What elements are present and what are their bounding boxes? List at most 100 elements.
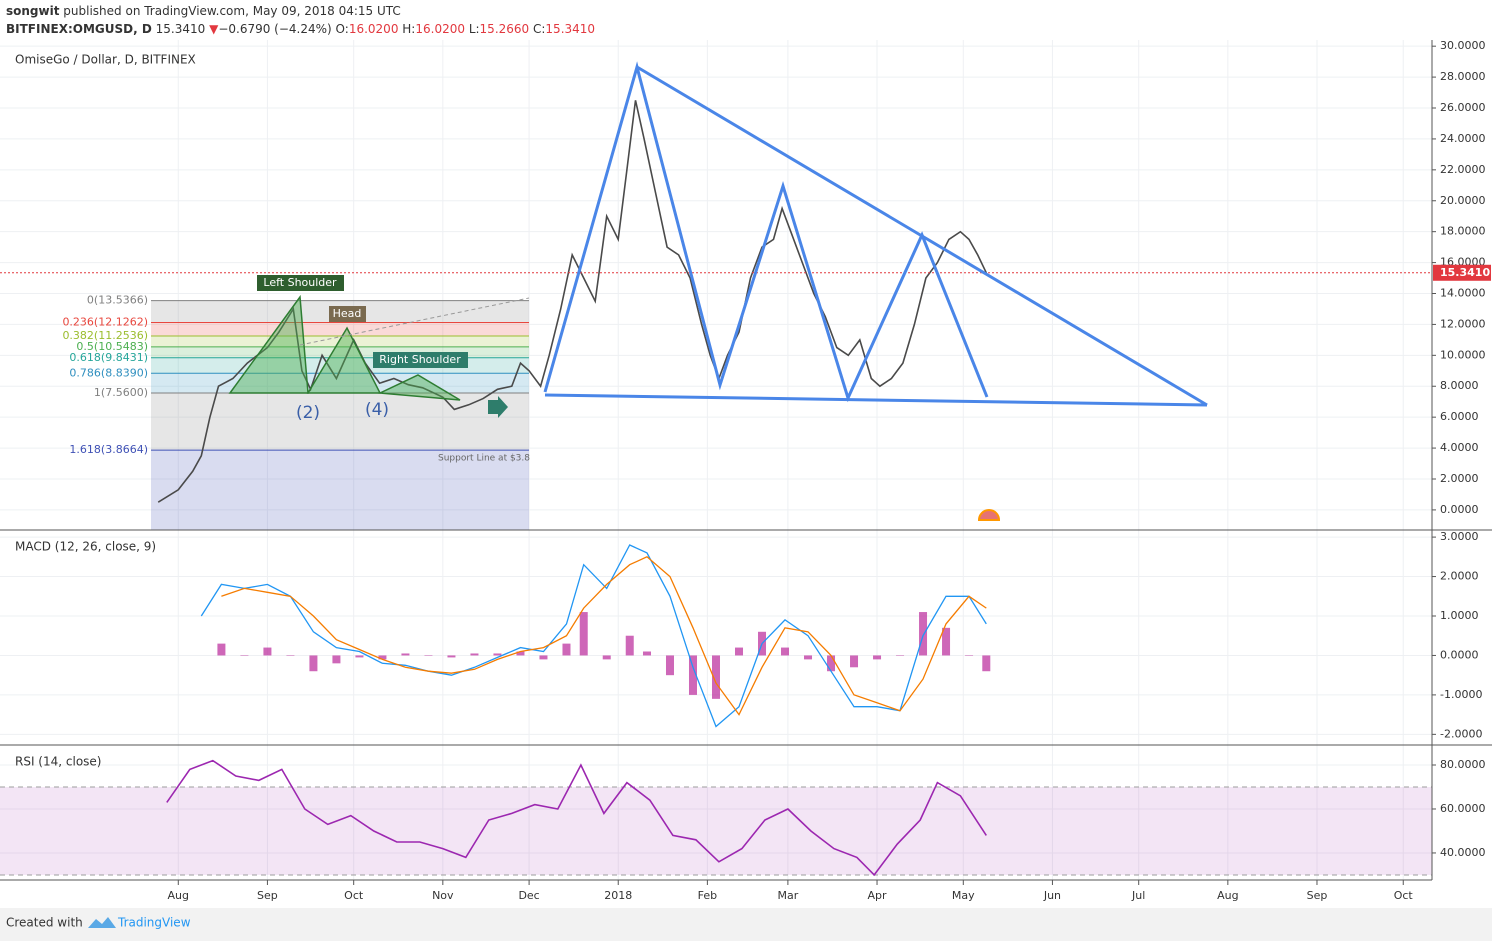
pattern <box>306 326 382 394</box>
x-tick-label: Dec <box>518 889 539 902</box>
pane-title: RSI (14, close) <box>15 755 101 769</box>
y-tick-label: 22.0000 <box>1440 163 1486 176</box>
histogram-bar <box>424 655 433 656</box>
pattern <box>228 294 309 394</box>
y-tick-label: -2.0000 <box>1440 727 1482 740</box>
line <box>221 556 987 716</box>
annotation: (2) <box>296 403 320 423</box>
x-tick-label: Apr <box>868 889 888 902</box>
fib-label: 1.618(3.8664) <box>69 443 148 456</box>
y-tick-label: 8.0000 <box>1440 379 1479 392</box>
header-line: songwit published on TradingView.com, Ma… <box>6 4 401 18</box>
y-tick-label: 12.0000 <box>1440 317 1486 330</box>
pane-title: MACD (12, 26, close, 9) <box>15 540 156 554</box>
histogram-bar <box>642 651 651 656</box>
y-tick-label: 28.0000 <box>1440 70 1486 83</box>
histogram-bar <box>982 655 991 672</box>
author: songwit <box>6 4 60 18</box>
y-tick-label: 3.0000 <box>1440 530 1479 543</box>
x-tick-label: Sep <box>1307 889 1328 902</box>
y-tick-label: 30.0000 <box>1440 39 1486 52</box>
dashed-line <box>299 297 530 346</box>
y-tick-label: 24.0000 <box>1440 132 1486 145</box>
y-tick-label: 18.0000 <box>1440 225 1486 238</box>
line <box>166 759 987 877</box>
labels: Left Shoulder Head Right Shoulder (2) (4… <box>257 275 530 464</box>
histogram-bar <box>286 655 295 656</box>
histogram-bar <box>447 655 456 658</box>
fib-band <box>151 346 529 358</box>
x-tick-label: Jun <box>1043 889 1061 902</box>
histogram-bar <box>712 655 720 699</box>
last: 15.3410 <box>156 22 206 36</box>
footer-text: Created with <box>6 916 83 930</box>
histogram-bar <box>332 655 341 664</box>
published: published on TradingView.com, May 09, 20… <box>63 4 400 18</box>
y-tick-label: 2.0000 <box>1440 570 1479 583</box>
fib-label: 0.382(11.2536) <box>62 329 148 342</box>
histogram-bar <box>942 627 951 656</box>
fib-band <box>151 322 529 336</box>
l-label: L: <box>469 22 480 36</box>
y-tick-label: 26.0000 <box>1440 101 1486 114</box>
y-tick-label: 80.0000 <box>1440 758 1486 771</box>
fib-band <box>151 335 529 347</box>
x-tick-label: Sep <box>257 889 278 902</box>
trend-line <box>544 393 1208 407</box>
rsi-band <box>0 786 1432 875</box>
c-label: C: <box>533 22 545 36</box>
histogram-bar <box>602 655 611 660</box>
x-tick-label: Mar <box>778 889 799 902</box>
histogram-bar <box>781 647 790 656</box>
histogram-bar <box>562 643 571 656</box>
y-tick-label: 10.0000 <box>1440 348 1486 361</box>
h-value: 16.0200 <box>415 22 465 36</box>
x-tick-label: Oct <box>1394 889 1414 902</box>
histogram-bar <box>378 655 387 660</box>
fib-label: 0.618(9.8431) <box>69 351 148 364</box>
symbol: BITFINEX:OMGUSD, D <box>6 22 152 36</box>
histogram-bar <box>355 655 364 658</box>
fib-band <box>151 450 529 530</box>
fib-band <box>151 393 529 451</box>
pane-title: OmiseGo / Dollar, D, BITFINEX <box>15 53 196 67</box>
histogram-bar <box>625 635 634 656</box>
arrow: ▼ <box>209 22 219 36</box>
y-tick-label: -1.0000 <box>1440 688 1482 701</box>
drawings <box>228 61 1208 521</box>
plot: Aug Sep Oct Nov Dec 2018 Feb Mar Apr May Jun Jul Aug… <box>0 39 1491 902</box>
trend-line <box>636 65 1208 407</box>
histogram-bar <box>263 647 272 656</box>
histogram-bar <box>493 653 502 656</box>
x-tick-label: Aug <box>1217 889 1238 902</box>
histogram-bar <box>516 651 525 656</box>
footer-brand[interactable]: TradingView <box>117 916 191 930</box>
histogram-bar <box>470 653 479 656</box>
label-bg <box>373 352 468 368</box>
change: −0.6790 (−4.24%) <box>218 22 331 36</box>
event-icon <box>977 509 1001 521</box>
histogram-bar <box>309 655 318 672</box>
histogram-bar <box>240 655 249 656</box>
fib-label: 0.786(8.8390) <box>69 366 148 379</box>
y-tick-label: 60.0000 <box>1440 802 1486 815</box>
y-tick-label: 0.0000 <box>1440 503 1479 516</box>
x-tick-label: May <box>952 889 975 902</box>
histogram-bar <box>665 655 674 676</box>
pane-titles: OmiseGo / Dollar, D, BITFINEX MACD (12, … <box>15 53 196 769</box>
histogram-bar <box>735 647 744 656</box>
histogram-bar <box>873 655 882 660</box>
h-label: H: <box>402 22 415 36</box>
pattern <box>377 374 461 401</box>
y-tick-label: 1.0000 <box>1440 609 1479 622</box>
y-tick-label: 6.0000 <box>1440 410 1479 423</box>
last-price-tag <box>1433 264 1491 281</box>
arrow <box>488 396 508 418</box>
histogram-bar <box>804 655 813 660</box>
y-tick-label: 40.0000 <box>1440 846 1486 859</box>
x-tick-label: Nov <box>432 889 454 902</box>
x-tick-label: 2018 <box>604 889 632 902</box>
y-tick-label: 4.0000 <box>1440 441 1479 454</box>
x-tick-label: Oct <box>344 889 364 902</box>
annotation: (4) <box>365 400 389 420</box>
